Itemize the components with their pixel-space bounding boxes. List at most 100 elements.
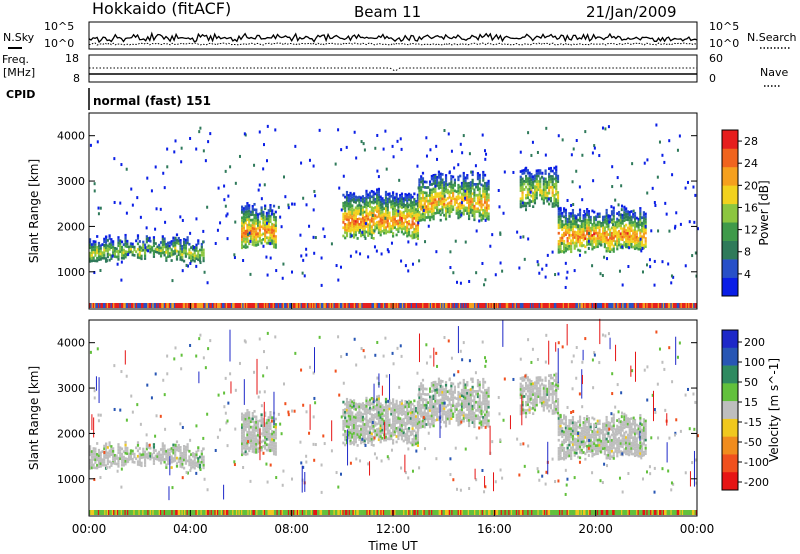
power-colorbar-cell [722,166,738,186]
power-echo-cell [404,198,407,202]
velocity-echo-cell [436,382,439,386]
power-echo-cell [265,230,269,234]
power-near-range-echo [448,303,451,308]
power-echo-cell [416,193,420,197]
velocity-echo-cell [152,451,156,455]
power-sparse-echo [202,149,205,153]
power-echo-cell [262,224,265,228]
velocity-echo-cell [244,453,247,456]
power-echo-cell [614,221,617,224]
power-echo-cell [612,250,615,253]
velocity-echo-cell [471,391,474,394]
power-echo-cell [415,235,418,239]
power-sparse-echo [202,229,205,233]
power-echo-cell [459,204,462,208]
power-sparse-echo [203,270,206,274]
velocity-echo-cell [251,450,254,453]
power-echo-cell [391,218,395,222]
power-echo-cell [617,221,621,225]
power-echo-cell [612,211,615,215]
power-echo-cell [354,198,357,202]
power-echo-cell [391,204,395,208]
velocity-echo-cell [473,398,476,401]
velocity-echo-cell [406,419,409,423]
power-echo-cell [616,231,619,235]
power-echo-cell [436,205,439,209]
power-echo-cell [528,171,531,175]
power-echo-cell [251,229,254,233]
power-echo-cell [452,191,455,195]
power-sparse-echo [611,165,614,169]
power-echo-cell [616,220,619,224]
power-echo-cell [365,230,368,234]
velocity-echo-cell [420,406,423,410]
power-echo-cell [175,238,179,242]
power-echo-cell [557,240,560,243]
power-sparse-echo [322,227,325,231]
power-sparse-echo [546,253,549,257]
power-near-range-echo [647,303,650,308]
power-echo-cell [594,239,598,243]
power-echo-cell [253,202,256,206]
power-sparse-echo [144,246,147,250]
velocity-echo-cell [448,400,451,403]
velocity-echo-cell [352,440,356,443]
velocity-echo-cell [455,408,458,411]
power-echo-cell [467,198,471,202]
power-near-range-echo [423,303,425,308]
velocity-echo-cell [383,414,386,418]
velocity-echo-cell [267,418,270,422]
power-echo-cell [413,216,416,220]
velocity-echo-cell [416,408,420,412]
velocity-echo-cell [432,389,435,392]
velocity-echo-cell [434,402,437,406]
power-sparse-echo [227,194,230,198]
velocity-echo-cell [475,392,478,396]
power-echo-cell [450,196,453,200]
velocity-echo-cell [388,418,391,422]
velocity-echo-cell [406,400,409,404]
power-echo-cell [452,205,455,209]
power-echo-cell [526,169,529,172]
velocity-echo-cell [427,420,430,424]
power-sparse-echo [243,132,246,136]
velocity-echo-cell [459,381,462,385]
power-echo-cell [122,251,125,255]
velocity-echo-cell [197,465,200,469]
power-near-range-echo [666,303,669,308]
velocity-echo-cell [106,446,109,449]
power-echo-cell [416,201,420,205]
power-echo-cell [347,199,350,203]
power-echo-cell [363,224,366,227]
power-echo-cell [344,214,347,218]
power-echo-cell [639,228,642,232]
power-sparse-echo [687,180,690,184]
power-echo-cell [582,222,585,226]
y-tick-label: 4000 [57,130,85,143]
power-echo-cell [131,242,134,246]
power-echo-cell [578,230,582,234]
velocity-echo-cell [242,422,245,426]
power-echo-cell [92,240,95,243]
power-echo-cell [478,173,481,177]
power-colorbar-cell [722,259,738,278]
velocity-echo-cell [400,437,404,441]
velocity-echo-cell [272,444,276,448]
velocity-echo-cell [94,458,97,462]
power-sparse-echo [173,150,176,154]
velocity-echo-cell [354,405,357,409]
power-echo-cell [625,237,628,241]
power-echo-cell [633,222,637,226]
power-near-range-echo [178,303,181,308]
power-echo-cell [409,210,412,213]
velocity-echo-cell [349,423,352,427]
power-echo-cell [589,234,592,238]
power-sparse-echo [571,180,574,184]
power-echo-cell [542,188,545,191]
power-echo-cell [174,249,177,253]
velocity-echo-cell [242,444,245,447]
power-near-range-echo [529,303,532,308]
power-sparse-echo [162,171,165,175]
power-echo-cell [623,213,626,217]
